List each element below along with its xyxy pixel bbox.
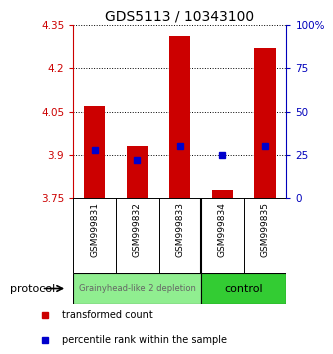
Bar bbox=[73, 273, 201, 304]
Text: GSM999835: GSM999835 bbox=[260, 202, 270, 257]
Text: control: control bbox=[224, 284, 263, 293]
Bar bbox=[212, 190, 233, 198]
Text: transformed count: transformed count bbox=[62, 309, 153, 320]
Bar bbox=[169, 36, 190, 198]
Bar bbox=[201, 273, 286, 304]
Text: GSM999831: GSM999831 bbox=[90, 202, 99, 257]
Text: GSM999832: GSM999832 bbox=[133, 202, 142, 257]
Bar bbox=[84, 106, 105, 198]
Text: Grainyhead-like 2 depletion: Grainyhead-like 2 depletion bbox=[79, 284, 195, 293]
Bar bbox=[127, 146, 148, 198]
Text: GSM999834: GSM999834 bbox=[218, 202, 227, 257]
Title: GDS5113 / 10343100: GDS5113 / 10343100 bbox=[105, 10, 254, 24]
Text: protocol: protocol bbox=[10, 284, 55, 293]
Bar bbox=[254, 48, 276, 198]
Text: percentile rank within the sample: percentile rank within the sample bbox=[62, 335, 227, 346]
Text: GSM999833: GSM999833 bbox=[175, 202, 184, 257]
